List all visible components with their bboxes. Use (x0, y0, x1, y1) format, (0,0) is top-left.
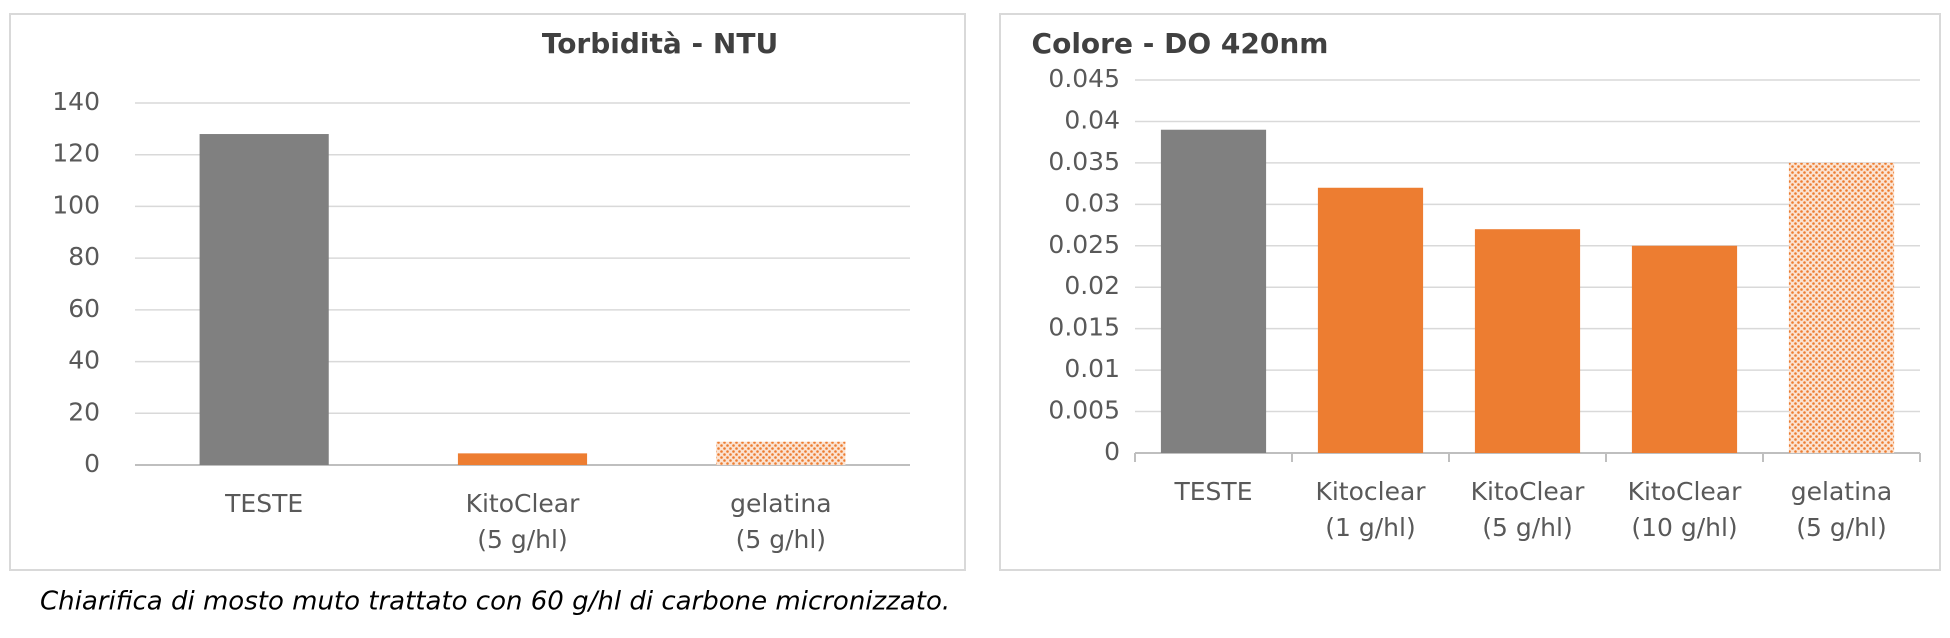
x-tick-label: (5 g/hl) (1482, 513, 1572, 542)
y-tick-label: 20 (68, 397, 100, 426)
y-tick-label: 0.015 (1048, 313, 1120, 342)
bar (457, 453, 588, 465)
x-tick-label: gelatina (1791, 477, 1892, 506)
x-tick-label: TESTE (224, 489, 303, 518)
y-tick-label: 0.01 (1064, 354, 1120, 383)
y-tick-label: 0 (1104, 437, 1120, 466)
x-tick-label: gelatina (730, 489, 831, 518)
y-tick-label: 80 (68, 242, 100, 271)
y-tick-label: 120 (52, 139, 100, 168)
caption: Chiarifica di mosto muto trattato con 60… (40, 587, 950, 617)
bar (1160, 129, 1267, 453)
y-tick-label: 0.04 (1064, 105, 1120, 134)
y-tick-label: 140 (52, 87, 100, 116)
chart-title: Torbidità - NTU (542, 27, 778, 60)
bar (1474, 229, 1581, 453)
x-tick-label: KitoClear (1471, 477, 1586, 506)
y-tick-label: 0.005 (1048, 396, 1120, 425)
y-tick-label: 0.035 (1048, 147, 1120, 176)
y-tick-label: 100 (52, 190, 100, 219)
bar (1788, 162, 1895, 453)
bar (716, 441, 846, 465)
chart-frame (9, 13, 966, 571)
y-tick-label: 0 (84, 449, 100, 478)
y-tick-label: 60 (68, 294, 100, 323)
bar (199, 134, 329, 465)
y-tick-label: 0.02 (1064, 271, 1120, 300)
y-tick-label: 0.025 (1048, 230, 1120, 259)
x-tick-label: Kitoclear (1315, 477, 1426, 506)
chart-frame (999, 13, 1941, 571)
x-tick-label: (10 g/hl) (1631, 513, 1737, 542)
y-tick-label: 0.03 (1064, 188, 1120, 217)
y-tick-label: 40 (68, 346, 100, 375)
x-tick-label: (1 g/hl) (1325, 513, 1415, 542)
x-tick-label: (5 g/hl) (736, 525, 826, 554)
x-tick-label: KitoClear (466, 489, 581, 518)
x-tick-label: TESTE (1173, 477, 1252, 506)
x-tick-label: KitoClear (1628, 477, 1743, 506)
y-tick-label: 0.045 (1048, 64, 1120, 93)
bar (1317, 187, 1424, 453)
x-tick-label: (5 g/hl) (477, 525, 567, 554)
x-tick-label: (5 g/hl) (1796, 513, 1886, 542)
bar (1631, 245, 1738, 453)
chart-title: Colore - DO 420nm (1032, 27, 1329, 60)
